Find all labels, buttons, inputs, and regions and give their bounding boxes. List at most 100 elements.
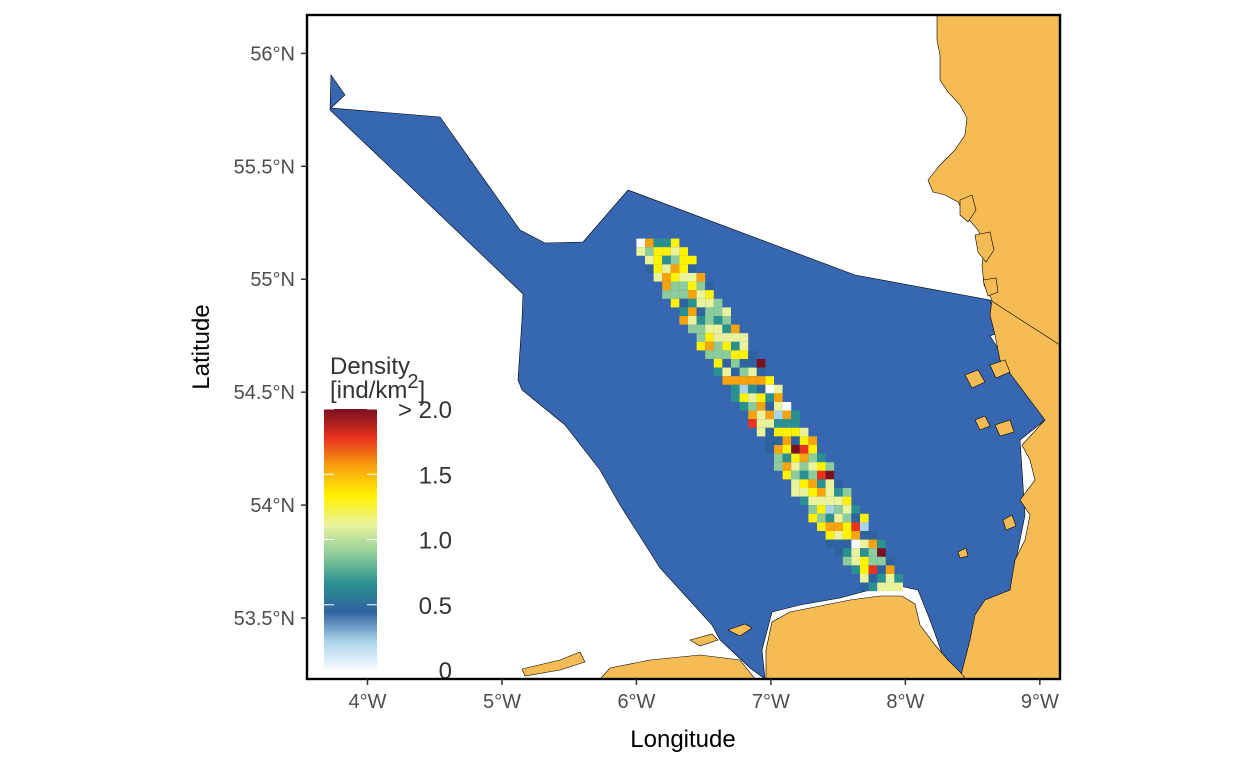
density-cell (696, 290, 706, 299)
density-cell (696, 298, 706, 308)
density-cell (756, 358, 766, 368)
density-cell (782, 436, 792, 445)
density-cell (713, 350, 723, 359)
density-cell (860, 530, 869, 540)
density-cell (817, 513, 826, 523)
density-cell (860, 556, 869, 566)
density-cell (774, 444, 783, 454)
density-cell (860, 539, 869, 549)
density-cell (765, 384, 774, 394)
density-cell (739, 333, 749, 342)
density-cell (713, 307, 723, 316)
density-cell (877, 556, 886, 566)
density-cell (834, 487, 843, 497)
density-cell (799, 453, 809, 463)
density-cell (756, 419, 766, 428)
legend-label: 0 (439, 658, 452, 685)
density-cell (713, 358, 723, 368)
land-masses (521, 15, 1060, 679)
density-cell (782, 444, 792, 454)
land-border-line (989, 299, 1060, 346)
density-cell (791, 479, 800, 488)
density-cell (765, 393, 774, 402)
density-cell (748, 393, 757, 402)
density-cell (662, 272, 671, 282)
density-cell (782, 453, 792, 463)
density-cell (653, 264, 663, 273)
density-cell (842, 522, 852, 531)
density-cell (851, 556, 860, 566)
density-cell (791, 470, 800, 480)
density-cell (688, 324, 697, 334)
density-cell (791, 419, 800, 428)
density-cell (756, 393, 766, 402)
density-cell (817, 487, 826, 497)
density-cell (679, 315, 688, 325)
density-cell (825, 505, 835, 514)
density-cell (842, 505, 852, 514)
density-cell (791, 410, 800, 420)
density-cell (834, 522, 843, 531)
density-cell (696, 315, 706, 325)
density-cell (799, 496, 809, 506)
density-cell (662, 281, 671, 291)
density-cell (877, 582, 886, 592)
density-cell (739, 350, 749, 359)
density-cell (679, 255, 688, 265)
density-cell (645, 255, 654, 265)
density-cell (722, 324, 731, 334)
density-cell (722, 376, 731, 385)
density-cell (731, 376, 740, 385)
x-axis: 4°W 5°W 6°W 7°W 8°W 9°W (349, 679, 1059, 713)
density-cell (860, 513, 869, 523)
density-cell (653, 238, 663, 248)
density-cell (645, 247, 654, 256)
density-cell (791, 436, 800, 445)
density-cell (731, 333, 740, 342)
density-cell (705, 307, 714, 316)
density-cell (713, 298, 723, 308)
density-cell (705, 298, 714, 308)
y-axis: 53.5°N 54°N 54.5°N 55°N 55.5°N 56°N (234, 43, 307, 630)
density-cell (885, 582, 895, 592)
density-cell (765, 419, 774, 428)
y-axis-title: Latitude (188, 304, 215, 389)
x-axis-title: Longitude (630, 726, 735, 753)
land-mainland-east (927, 15, 1060, 679)
density-cell (868, 548, 878, 557)
density-cell (705, 324, 714, 334)
density-cell (662, 290, 671, 299)
density-cell (756, 410, 766, 420)
density-cell (817, 453, 826, 463)
density-cell (774, 384, 783, 394)
land-island (994, 419, 1015, 437)
y-tick-label: 55.5°N (234, 156, 295, 178)
density-cell (842, 487, 852, 497)
density-cell (636, 238, 645, 248)
density-cell (808, 462, 817, 471)
density-cell (722, 341, 731, 351)
density-cell (645, 238, 654, 248)
density-cell (842, 513, 852, 523)
density-cell (688, 264, 697, 273)
density-cell (696, 324, 706, 334)
density-cell (748, 384, 757, 394)
density-cell (860, 522, 869, 531)
density-cell (739, 401, 749, 411)
map-panel: Density [ind/km2] 0 0.5 1.0 1.5 > 2.0 (307, 15, 1060, 685)
density-cell (791, 427, 800, 437)
density-cell (851, 565, 860, 574)
density-cell (782, 462, 792, 471)
density-cell (670, 281, 680, 291)
density-cell (842, 496, 852, 506)
density-cell (860, 548, 869, 557)
y-tick-label: 53.5°N (234, 608, 295, 630)
density-cell (765, 427, 774, 437)
density-cell (868, 539, 878, 549)
density-cell (860, 573, 869, 583)
density-cell (670, 272, 680, 282)
legend-title-line2: [ind/km2] (330, 371, 425, 404)
density-cell (808, 496, 817, 506)
land-island (974, 231, 995, 263)
density-cell (679, 247, 688, 256)
